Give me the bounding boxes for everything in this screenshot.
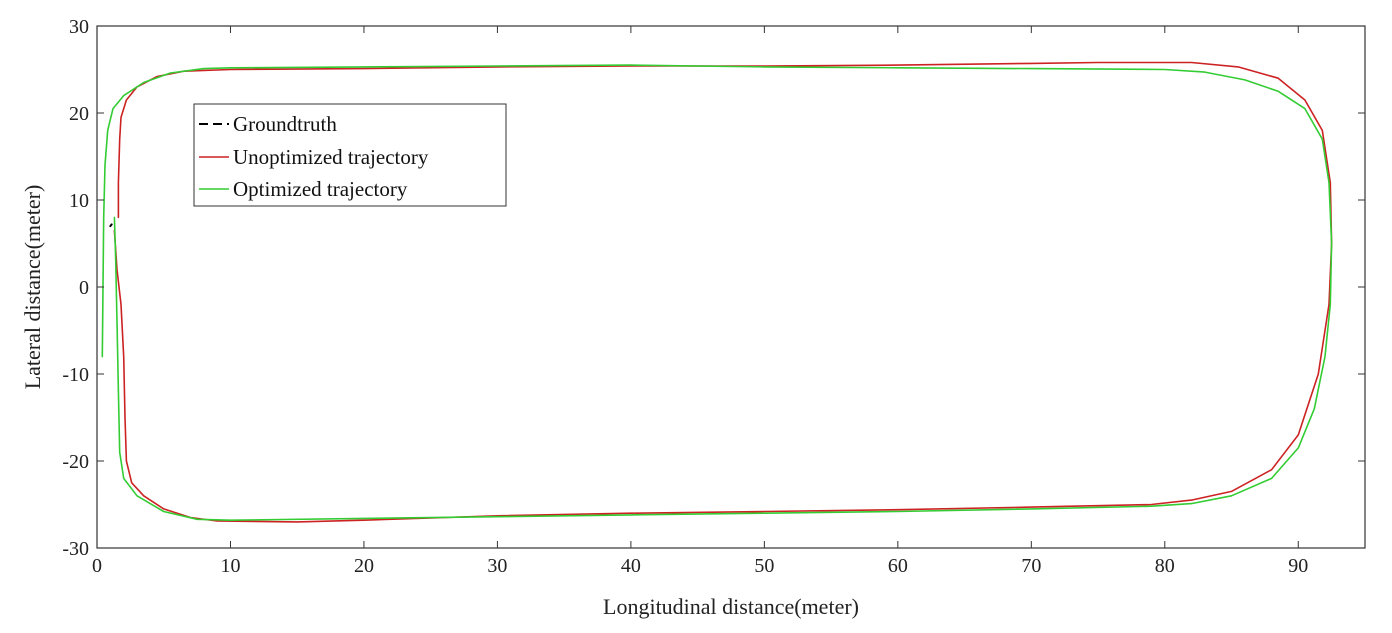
x-tick-label: 50 [754,555,774,577]
legend-box [193,103,507,207]
y-axis-title: Lateral distance(meter) [20,185,45,390]
series-optimized-trajectory [101,64,1333,522]
x-tick-label: 40 [621,555,641,577]
y-tick-label: 0 [79,277,89,299]
x-tick-label: 80 [1155,555,1175,577]
y-tick-label: 30 [69,16,89,38]
legend: Groundtruth Unoptimized trajectory Optim… [193,103,507,207]
y-tick-label: 20 [69,103,89,125]
x-tick-label: 10 [220,555,240,577]
series-unoptimized-trajectory [113,61,1333,523]
tick-layer: 0 10 20 30 40 50 60 70 80 90 -30 -20 -10 0 10 20 30 [62,16,1365,577]
y-tick-label: 10 [69,190,89,212]
legend-label-groundtruth: Groundtruth [233,112,337,136]
y-tick-label: -30 [62,538,89,560]
x-tick-label: 30 [487,555,507,577]
series-layer [101,61,1333,523]
y-tick-label: -20 [62,451,89,473]
x-tick-label: 0 [92,555,102,577]
x-tick-label: 60 [888,555,908,577]
legend-label-optimized: Optimized trajectory [233,177,408,201]
x-axis-title: Longitudinal distance(meter) [603,594,859,619]
legend-label-unoptimized: Unoptimized trajectory [233,145,429,169]
x-tick-label: 90 [1288,555,1308,577]
series-groundtruth [109,223,113,228]
x-tick-label: 70 [1021,555,1041,577]
x-tick-label: 20 [354,555,374,577]
y-tick-label: -10 [62,364,89,386]
